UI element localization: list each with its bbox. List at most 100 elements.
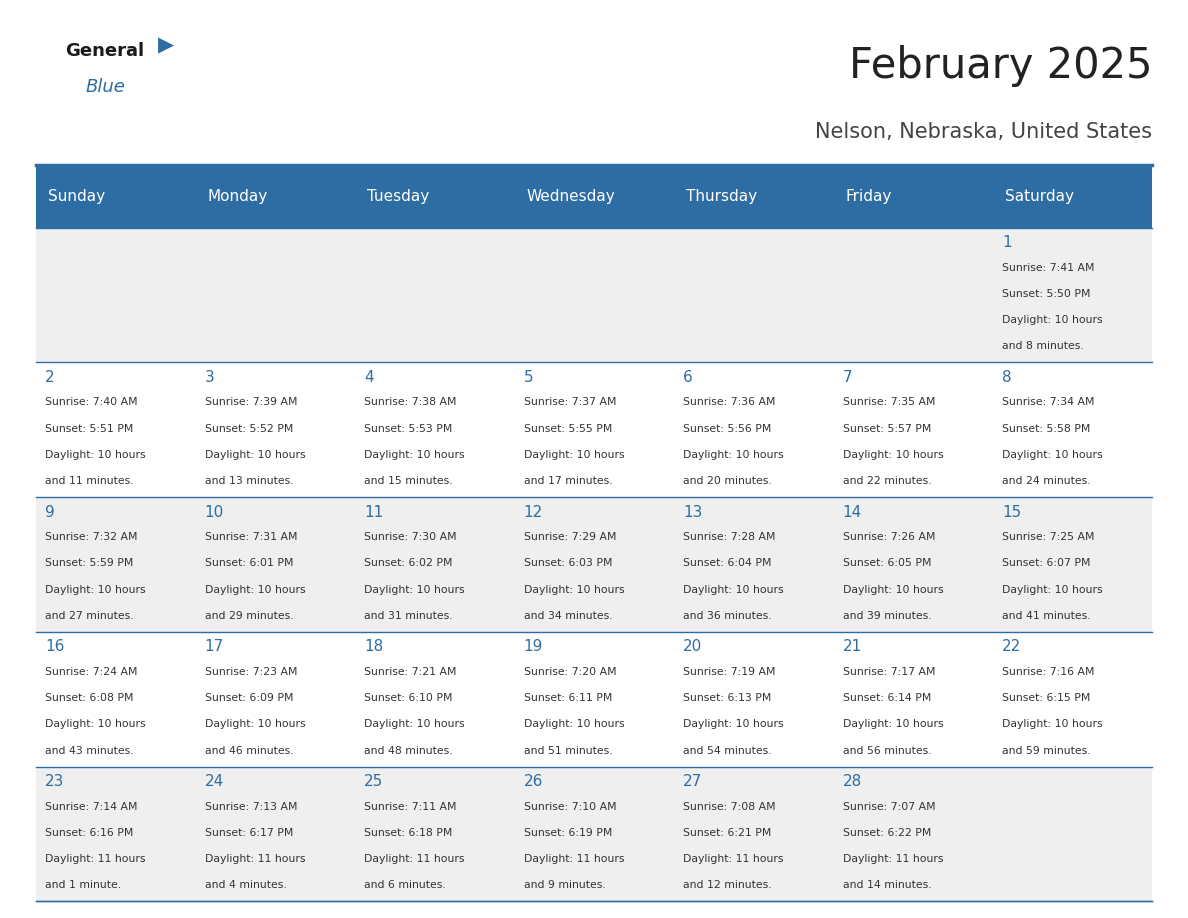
Text: Daylight: 10 hours: Daylight: 10 hours: [1003, 720, 1102, 730]
Text: February 2025: February 2025: [849, 45, 1152, 87]
Text: 17: 17: [204, 639, 223, 655]
Text: Sunset: 5:57 PM: Sunset: 5:57 PM: [842, 423, 931, 433]
Text: Sunset: 6:14 PM: Sunset: 6:14 PM: [842, 693, 931, 703]
Text: Sunset: 6:16 PM: Sunset: 6:16 PM: [45, 828, 133, 838]
Text: 16: 16: [45, 639, 64, 655]
Text: Sunset: 6:11 PM: Sunset: 6:11 PM: [524, 693, 612, 703]
Text: 13: 13: [683, 505, 702, 520]
Text: Wednesday: Wednesday: [526, 189, 615, 204]
Text: Daylight: 10 hours: Daylight: 10 hours: [842, 450, 943, 460]
Text: Sunset: 6:13 PM: Sunset: 6:13 PM: [683, 693, 772, 703]
Text: Daylight: 11 hours: Daylight: 11 hours: [842, 854, 943, 864]
Text: Sunrise: 7:38 AM: Sunrise: 7:38 AM: [365, 397, 456, 408]
Text: General: General: [65, 41, 145, 60]
Text: 18: 18: [365, 639, 384, 655]
Text: 3: 3: [204, 370, 214, 385]
Text: and 46 minutes.: and 46 minutes.: [204, 745, 293, 756]
Text: Sunrise: 7:11 AM: Sunrise: 7:11 AM: [365, 801, 456, 812]
Text: Sunrise: 7:14 AM: Sunrise: 7:14 AM: [45, 801, 138, 812]
Text: and 29 minutes.: and 29 minutes.: [204, 610, 293, 621]
Text: and 12 minutes.: and 12 minutes.: [683, 880, 772, 890]
Text: Blue: Blue: [86, 78, 126, 96]
Text: Sunset: 5:50 PM: Sunset: 5:50 PM: [1003, 289, 1091, 299]
Text: and 22 minutes.: and 22 minutes.: [842, 476, 931, 487]
Text: Sunset: 6:08 PM: Sunset: 6:08 PM: [45, 693, 133, 703]
Text: and 51 minutes.: and 51 minutes.: [524, 745, 612, 756]
Text: 1: 1: [1003, 235, 1012, 250]
Text: and 43 minutes.: and 43 minutes.: [45, 745, 134, 756]
Text: Saturday: Saturday: [1005, 189, 1074, 204]
Text: Daylight: 10 hours: Daylight: 10 hours: [842, 585, 943, 595]
Text: Sunset: 5:51 PM: Sunset: 5:51 PM: [45, 423, 133, 433]
Text: 20: 20: [683, 639, 702, 655]
Text: 26: 26: [524, 774, 543, 789]
Text: Daylight: 10 hours: Daylight: 10 hours: [365, 450, 465, 460]
Text: Sunset: 5:58 PM: Sunset: 5:58 PM: [1003, 423, 1091, 433]
Text: 11: 11: [365, 505, 384, 520]
Text: Daylight: 11 hours: Daylight: 11 hours: [683, 854, 784, 864]
Text: Sunset: 5:53 PM: Sunset: 5:53 PM: [365, 423, 453, 433]
Text: Sunrise: 7:28 AM: Sunrise: 7:28 AM: [683, 532, 776, 542]
Text: Sunrise: 7:31 AM: Sunrise: 7:31 AM: [204, 532, 297, 542]
Bar: [36, 228, 1152, 363]
Text: and 31 minutes.: and 31 minutes.: [365, 610, 453, 621]
Text: 12: 12: [524, 505, 543, 520]
Text: Sunset: 6:18 PM: Sunset: 6:18 PM: [365, 828, 453, 838]
Text: Daylight: 10 hours: Daylight: 10 hours: [683, 585, 784, 595]
Text: 14: 14: [842, 505, 862, 520]
Text: Tuesday: Tuesday: [367, 189, 429, 204]
Text: and 13 minutes.: and 13 minutes.: [204, 476, 293, 487]
Text: Sunset: 6:22 PM: Sunset: 6:22 PM: [842, 828, 931, 838]
Text: Daylight: 10 hours: Daylight: 10 hours: [204, 450, 305, 460]
Text: Daylight: 10 hours: Daylight: 10 hours: [1003, 585, 1102, 595]
Text: Sunrise: 7:32 AM: Sunrise: 7:32 AM: [45, 532, 138, 542]
Text: Sunset: 6:10 PM: Sunset: 6:10 PM: [365, 693, 453, 703]
Text: and 17 minutes.: and 17 minutes.: [524, 476, 612, 487]
Text: Sunrise: 7:39 AM: Sunrise: 7:39 AM: [204, 397, 297, 408]
Text: and 48 minutes.: and 48 minutes.: [365, 745, 453, 756]
Text: and 15 minutes.: and 15 minutes.: [365, 476, 453, 487]
Text: Sunrise: 7:34 AM: Sunrise: 7:34 AM: [1003, 397, 1095, 408]
Text: Daylight: 10 hours: Daylight: 10 hours: [45, 585, 146, 595]
Text: ▶: ▶: [158, 35, 173, 55]
Text: 15: 15: [1003, 505, 1022, 520]
Text: 10: 10: [204, 505, 223, 520]
Text: Sunset: 5:59 PM: Sunset: 5:59 PM: [45, 558, 133, 568]
Text: and 54 minutes.: and 54 minutes.: [683, 745, 772, 756]
Text: and 8 minutes.: and 8 minutes.: [1003, 341, 1085, 352]
Text: 6: 6: [683, 370, 693, 385]
Text: Daylight: 10 hours: Daylight: 10 hours: [683, 450, 784, 460]
Text: Daylight: 11 hours: Daylight: 11 hours: [524, 854, 624, 864]
Text: 24: 24: [204, 774, 223, 789]
Text: Sunday: Sunday: [48, 189, 105, 204]
Text: Sunrise: 7:37 AM: Sunrise: 7:37 AM: [524, 397, 617, 408]
Text: 4: 4: [365, 370, 374, 385]
Bar: [36, 165, 1152, 228]
Text: and 56 minutes.: and 56 minutes.: [842, 745, 931, 756]
Text: Sunset: 6:17 PM: Sunset: 6:17 PM: [204, 828, 293, 838]
Text: and 20 minutes.: and 20 minutes.: [683, 476, 772, 487]
Text: Sunrise: 7:24 AM: Sunrise: 7:24 AM: [45, 666, 138, 677]
Text: Sunset: 6:15 PM: Sunset: 6:15 PM: [1003, 693, 1091, 703]
Text: Sunrise: 7:10 AM: Sunrise: 7:10 AM: [524, 801, 617, 812]
Text: Sunrise: 7:29 AM: Sunrise: 7:29 AM: [524, 532, 617, 542]
Text: and 24 minutes.: and 24 minutes.: [1003, 476, 1091, 487]
Text: 9: 9: [45, 505, 55, 520]
Text: Daylight: 10 hours: Daylight: 10 hours: [1003, 315, 1102, 325]
Text: Sunrise: 7:21 AM: Sunrise: 7:21 AM: [365, 666, 456, 677]
Text: and 34 minutes.: and 34 minutes.: [524, 610, 612, 621]
Text: Thursday: Thursday: [685, 189, 757, 204]
Text: Sunrise: 7:30 AM: Sunrise: 7:30 AM: [365, 532, 457, 542]
Text: 2: 2: [45, 370, 55, 385]
Text: 23: 23: [45, 774, 64, 789]
Text: Sunrise: 7:41 AM: Sunrise: 7:41 AM: [1003, 263, 1095, 273]
Text: Daylight: 10 hours: Daylight: 10 hours: [365, 720, 465, 730]
Text: 5: 5: [524, 370, 533, 385]
Text: and 4 minutes.: and 4 minutes.: [204, 880, 286, 890]
Text: Sunrise: 7:23 AM: Sunrise: 7:23 AM: [204, 666, 297, 677]
Text: 22: 22: [1003, 639, 1022, 655]
Text: 19: 19: [524, 639, 543, 655]
Bar: [36, 363, 1152, 498]
Text: and 36 minutes.: and 36 minutes.: [683, 610, 772, 621]
Text: Daylight: 11 hours: Daylight: 11 hours: [45, 854, 146, 864]
